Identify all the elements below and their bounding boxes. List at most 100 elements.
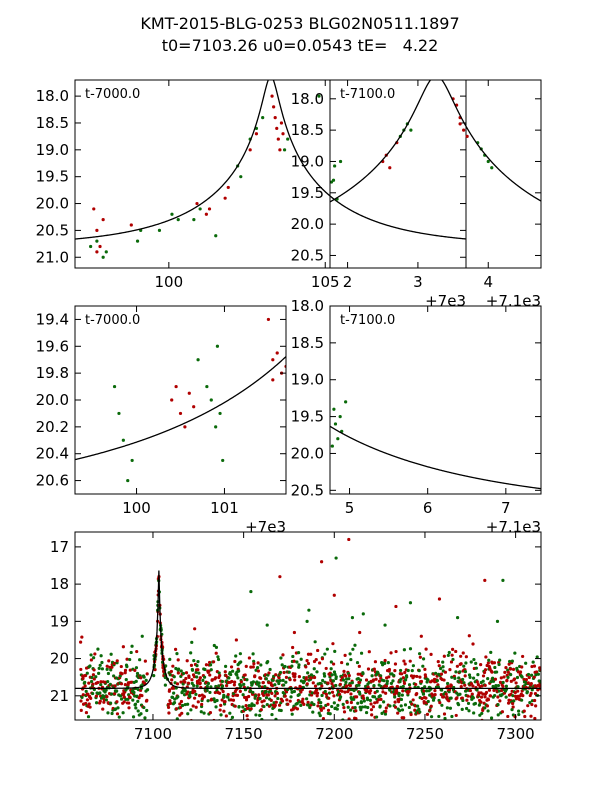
y-tick-label: 19.0 [291, 152, 324, 170]
data-point-red [387, 667, 392, 672]
data-point-red [349, 700, 353, 705]
data-point-green [466, 701, 471, 706]
data-point-green [229, 672, 233, 677]
data-point-red [275, 691, 280, 696]
data-point-red [514, 697, 518, 701]
data-point-green [116, 706, 120, 710]
data-point-red [232, 683, 236, 687]
x-tick-label: 101 [210, 499, 239, 517]
data-point-green [417, 652, 422, 656]
data-point-red [369, 708, 374, 712]
data-point-red [177, 745, 180, 748]
data-point-red [511, 705, 515, 709]
data-point-green [379, 674, 383, 678]
data-point-red [110, 665, 114, 669]
data-point-red [123, 682, 127, 687]
data-point-red [502, 675, 506, 679]
data-point-red [483, 578, 487, 582]
data-point-red [412, 674, 416, 678]
data-point-green [252, 703, 256, 707]
data-point-red [367, 650, 371, 654]
data-point-red [490, 670, 494, 674]
data-point-green [481, 679, 485, 683]
data-point-red [462, 128, 466, 132]
data-point-green [199, 710, 203, 714]
data-point-red [145, 698, 149, 702]
data-point-green [331, 178, 336, 182]
data-point-green [282, 148, 287, 152]
data-point-red [516, 689, 520, 693]
data-point-green [346, 705, 350, 709]
data-point-red [349, 692, 353, 696]
data-point-red [98, 244, 102, 249]
data-point-red [471, 642, 475, 646]
y-tick-label: 19.5 [291, 408, 324, 426]
data-point-green [205, 688, 209, 692]
data-point-red [274, 673, 278, 677]
data-point-green [375, 689, 379, 693]
data-point-red [120, 726, 123, 729]
data-point-green [136, 699, 140, 703]
data-point-green [472, 657, 476, 662]
data-point-green [276, 696, 280, 701]
data-point-red [239, 680, 243, 684]
data-point-green [297, 692, 301, 697]
data-point-green [278, 670, 283, 675]
data-point-green [351, 647, 355, 651]
data-point-red [454, 649, 458, 654]
data-point-green [411, 664, 415, 668]
data-point-red [319, 708, 324, 712]
data-point-green [195, 675, 199, 679]
data-point-red [438, 701, 442, 705]
data-point-red [533, 691, 538, 696]
data-point-green [128, 657, 132, 662]
data-point-green [322, 674, 327, 678]
data-point-green [464, 689, 468, 693]
data-point-red [396, 711, 400, 715]
data-point-green [273, 683, 277, 687]
data-point-green [264, 696, 269, 700]
data-point-red [306, 700, 310, 704]
data-point-green [255, 665, 260, 670]
data-point-green [383, 712, 388, 716]
y-tick-label: 18.0 [36, 87, 69, 105]
data-point-red [467, 634, 471, 638]
data-point-green [338, 159, 343, 164]
data-point-red [219, 703, 223, 708]
data-point-red [536, 688, 540, 692]
data-point-red [92, 668, 96, 672]
y-tick-label: 19.8 [36, 364, 69, 382]
data-point-green [283, 664, 287, 669]
y-tick-label: 19.5 [36, 168, 69, 186]
data-point-green [280, 663, 284, 667]
data-point-red [207, 207, 212, 211]
data-point-red [326, 702, 330, 706]
data-point-green [205, 384, 209, 389]
data-point-red [233, 680, 237, 684]
data-point-red [115, 659, 119, 663]
data-point-green [251, 652, 255, 656]
data-point-red [384, 691, 388, 695]
data-point-green [448, 706, 453, 710]
data-point-green [92, 656, 96, 660]
data-point-green [135, 671, 140, 676]
data-point-green [456, 703, 461, 707]
data-point-red [123, 668, 128, 672]
data-point-green [356, 701, 360, 705]
data-point-red [271, 358, 275, 362]
data-point-green [310, 723, 313, 726]
data-point-green [80, 695, 84, 699]
data-point-red [253, 674, 257, 678]
data-point-red [195, 681, 200, 685]
data-point-red [415, 691, 419, 696]
data-point-red [448, 668, 452, 672]
data-point-red [288, 678, 292, 682]
data-point-red [249, 707, 253, 711]
data-point-red [521, 654, 525, 659]
data-point-green [496, 713, 500, 717]
data-point-red [167, 688, 172, 692]
data-point-green [323, 689, 327, 694]
data-point-red [196, 668, 200, 672]
data-point-red [202, 695, 206, 699]
data-point-green [194, 670, 198, 675]
